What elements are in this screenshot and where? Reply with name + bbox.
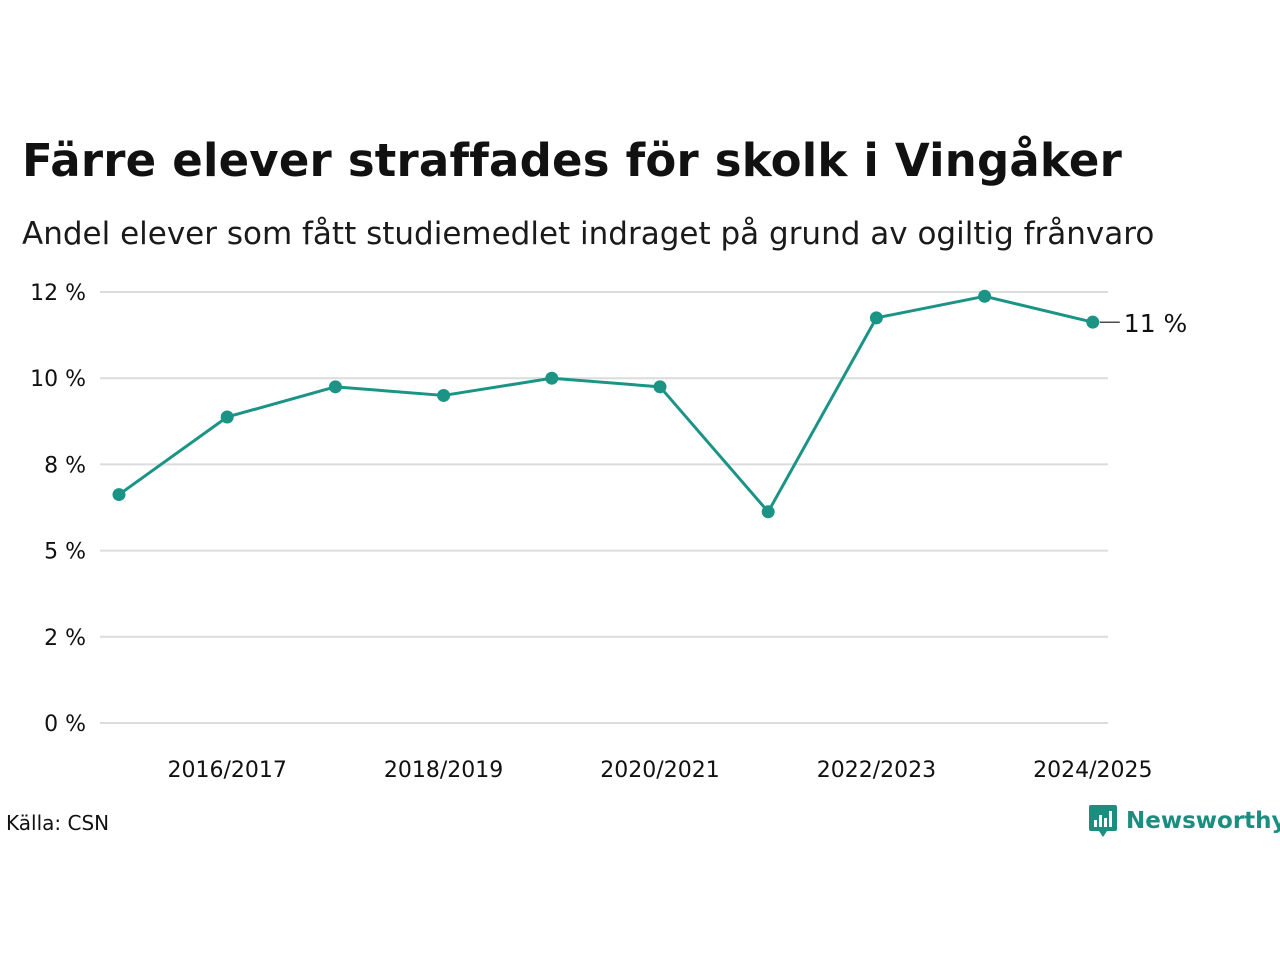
x-axis-ticks: 2016/2017 2018/2019 2020/2021 2022/2023 2024…: [168, 758, 1153, 783]
data-point: [437, 388, 451, 402]
chart-subtitle: Andel elever som fått studiemedlet indra…: [22, 216, 1155, 252]
series: [112, 289, 1100, 519]
newsworthy-logo: Newsworthy: [1088, 804, 1280, 838]
gridlines: [100, 291, 1108, 724]
x-tick-label: 2022/2023: [817, 758, 936, 783]
series-line: [118, 294, 1094, 514]
data-point: [220, 410, 234, 424]
y-tick-label: 2 %: [44, 626, 86, 651]
end-value-annotation: 11 %: [1099, 309, 1188, 338]
brand-name: Newsworthy: [1126, 808, 1280, 834]
y-tick-label: 5 %: [44, 540, 86, 565]
data-point: [653, 380, 667, 394]
x-tick-label: 2016/2017: [168, 758, 287, 783]
source-note: Källa: CSN: [6, 811, 110, 835]
x-tick-label: 2020/2021: [600, 758, 719, 783]
y-axis-ticks: 0 % 2 % 5 % 8 % 10 % 12 %: [30, 281, 86, 737]
y-tick-label: 0 %: [44, 712, 86, 737]
x-tick-label: 2018/2019: [384, 758, 503, 783]
data-point: [761, 505, 775, 519]
y-tick-label: 12 %: [30, 281, 86, 306]
x-tick-label: 2024/2025: [1033, 758, 1152, 783]
data-point: [1086, 315, 1100, 329]
data-point: [869, 311, 883, 325]
data-point: [978, 289, 992, 303]
data-point: [112, 488, 126, 502]
y-tick-label: 10 %: [30, 367, 86, 392]
chart-title: Färre elever straffades för skolk i Ving…: [22, 134, 1122, 187]
newsworthy-chart-logo-icon: [1089, 805, 1117, 837]
end-value-label: 11 %: [1124, 309, 1188, 338]
y-tick-label: 8 %: [44, 453, 86, 478]
data-point: [328, 380, 342, 394]
data-point: [545, 371, 559, 385]
